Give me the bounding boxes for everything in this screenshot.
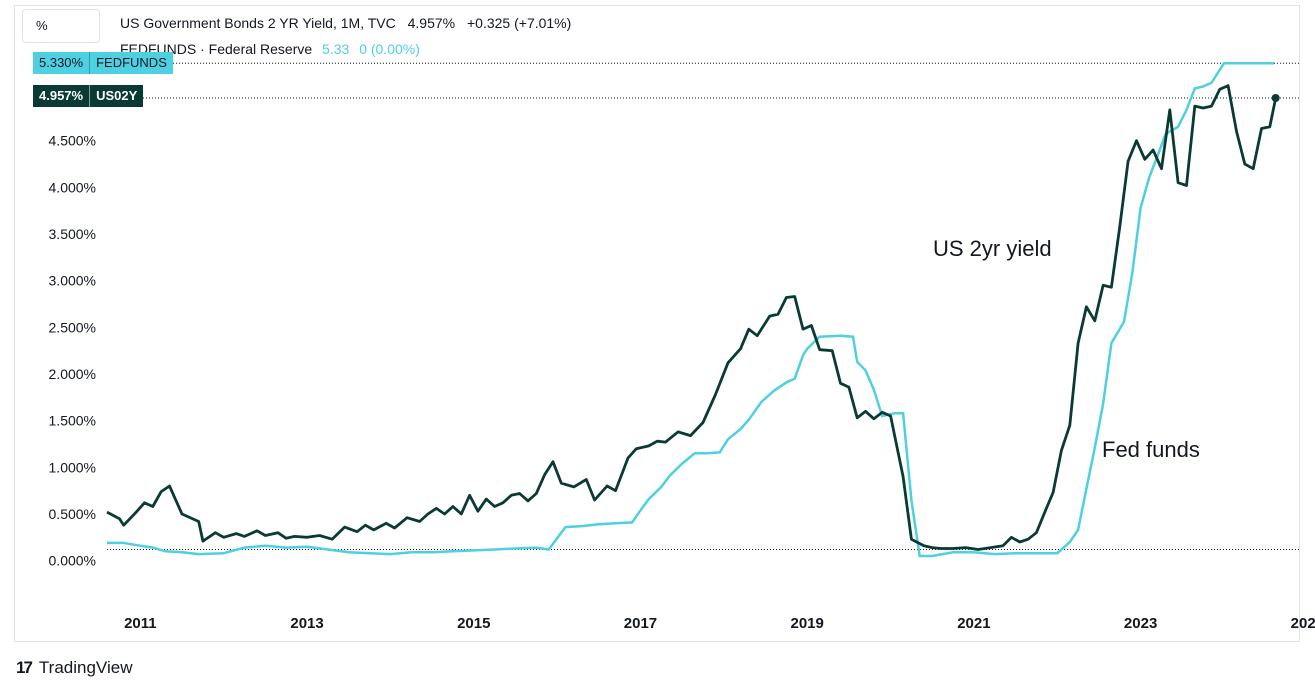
x-tick-label: 2021 [957,615,990,632]
fedfunds-price-tag: 5.330% FEDFUNDS [33,52,173,74]
y-tick-label: 0.500% [49,506,96,522]
annotation-fed-funds: Fed funds [1102,437,1200,462]
price-change: +0.325 (+7.01%) [467,15,572,31]
fedfunds-series-line [107,61,1274,558]
y-tick-label: 2.500% [49,319,96,335]
annotation-us2y: US 2yr yield [933,236,1052,261]
y-tick-label: 1.500% [49,413,96,429]
x-tick-label: 2017 [624,615,657,632]
us2y-price-symbol: US02Y [96,88,138,103]
symbol-title: US Government Bonds 2 YR Yield, 1M, TVC [120,15,396,31]
tradingview-logo-icon: 17 [16,658,33,677]
last-value: 4.957% [407,15,456,31]
x-tick-label: 2011 [124,615,157,632]
y-tick-label: 4.000% [49,179,96,195]
us2y-price-tag: 4.957% US02Y [33,85,144,107]
fedfunds-price-symbol: FEDFUNDS [96,55,167,70]
fedfunds-price-value: 5.330% [33,52,91,74]
secondary-value: 5.33 [322,41,350,57]
x-tick-label: 2025 [1291,615,1315,632]
x-tick-label: 2023 [1124,615,1157,632]
symbol-legend-row[interactable]: US Government Bonds 2 YR Yield, 1M, TVC … [120,15,571,31]
y-tick-label: 3.000% [49,273,96,289]
x-tick-label: 2019 [791,615,824,632]
y-tick-label: 2.000% [49,366,96,382]
x-tick-label: 2013 [290,615,323,632]
us2y-series-line [106,84,1278,551]
y-tick-label: 1.000% [49,459,96,475]
us2y-price-value: 4.957% [33,85,91,107]
secondary-change: 0 (0.00%) [359,41,420,57]
y-tick-label: 0.000% [49,553,96,569]
unit-selector[interactable]: % [22,9,100,43]
us2y-last-point-marker [1271,94,1280,103]
tradingview-logo-text: TradingView [38,658,133,677]
y-tick-label: 4.500% [49,133,96,149]
tradingview-logo[interactable]: 17 TradingView [16,658,132,678]
y-tick-label: 3.500% [49,226,96,242]
x-tick-label: 2015 [457,615,490,632]
chart-header: % US Government Bonds 2 YR Yield, 1M, TV… [0,0,1315,70]
